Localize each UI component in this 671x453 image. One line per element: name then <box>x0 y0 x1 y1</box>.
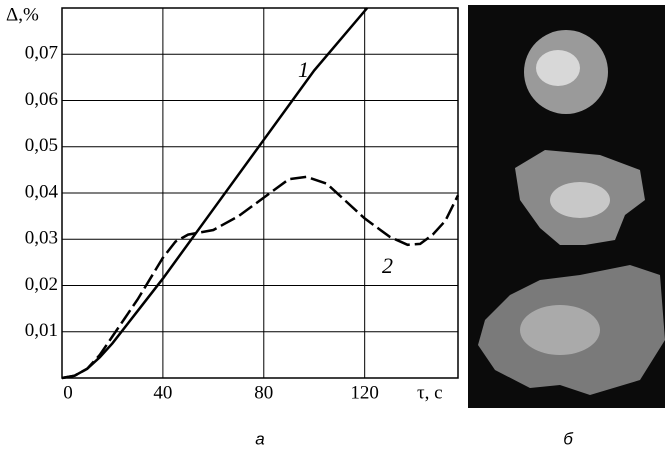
x-tick-label: 80 <box>254 382 273 403</box>
y-tick-label: 0,03 <box>25 228 58 249</box>
y-tick-label: 0,02 <box>25 274 58 295</box>
plot-frame <box>61 7 459 379</box>
panel-label: б <box>563 429 574 448</box>
series-label: 2 <box>382 253 393 278</box>
particle-highlight <box>520 305 600 355</box>
x-tick-label: 120 <box>350 382 379 403</box>
particle-highlight <box>536 50 580 86</box>
y-tick-label: 0,04 <box>25 181 59 202</box>
y-tick-label: 0,05 <box>25 135 58 156</box>
series-label: 1 <box>298 57 309 82</box>
y-tick-label: 0,01 <box>25 320 58 341</box>
panel-label: а <box>255 429 264 448</box>
x-tick-label: 0 <box>63 382 73 403</box>
y-axis-label: Δ,% <box>6 4 39 25</box>
x-tick-label: 40 <box>153 382 172 403</box>
x-axis-label: τ, с <box>417 382 443 403</box>
series-line <box>61 175 460 380</box>
particle-highlight <box>550 182 610 218</box>
y-tick-label: 0,06 <box>25 89 58 110</box>
y-tick-label: 0,07 <box>25 43 58 64</box>
